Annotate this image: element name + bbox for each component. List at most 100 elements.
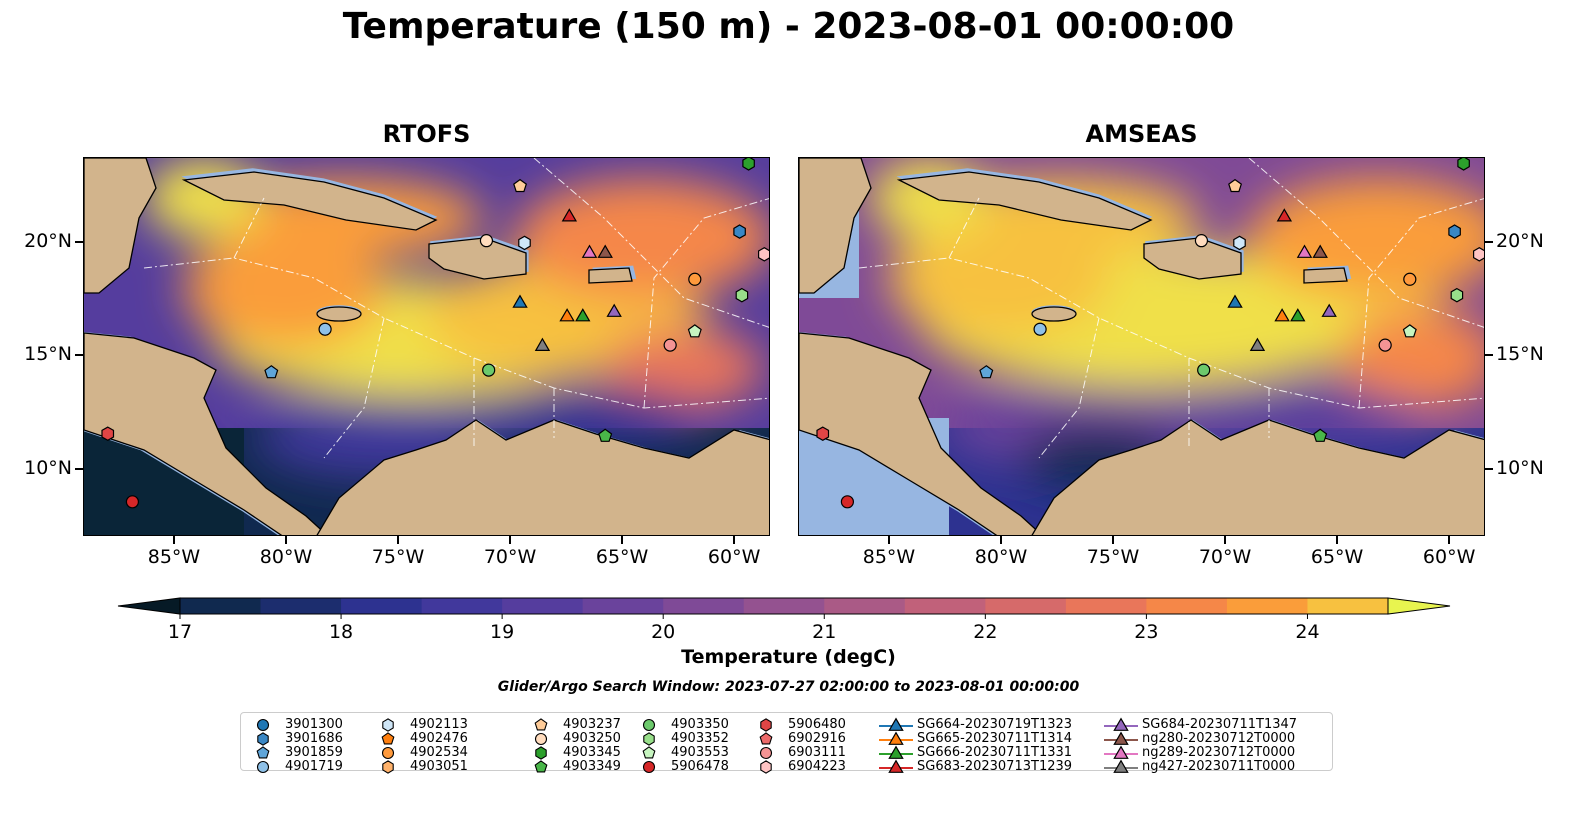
platform-marker-4903350 — [482, 363, 496, 377]
colorbar-tick-label: 19 — [490, 621, 514, 643]
platform-marker-ng280-20230712T0000 — [1312, 244, 1328, 258]
legend-label: 4902476 — [410, 731, 468, 746]
platform-marker-4901719 — [1033, 322, 1047, 336]
platform-marker-6904223 — [1472, 247, 1484, 262]
lon-tick-label: 65°W — [595, 546, 649, 568]
platform-marker-4903352 — [735, 287, 749, 303]
platform-marker-4903352 — [1450, 287, 1464, 303]
lon-tick-mark — [509, 536, 512, 544]
platform-marker-5906478 — [125, 495, 139, 509]
map-panel-amseas — [798, 157, 1485, 536]
panel-title-amseas: AMSEAS — [1085, 120, 1198, 148]
platform-marker-4902113 — [518, 235, 531, 251]
colorbar-tick-label: 18 — [329, 621, 353, 643]
legend-label: 4903352 — [671, 731, 729, 746]
colorbar-segment — [985, 598, 1067, 614]
lon-tick-mark — [1000, 536, 1002, 544]
lon-tick-label: 60°W — [707, 546, 761, 568]
lon-tick-label: 80°W — [259, 546, 313, 568]
legend-label: 4903349 — [563, 759, 621, 774]
platform-marker-4903349 — [1313, 428, 1328, 442]
platform-marker-4903250 — [1194, 234, 1209, 248]
platform-marker-4903350 — [1197, 363, 1211, 377]
lon-tick-label: 75°W — [1086, 546, 1140, 568]
legend-label: 4903553 — [671, 745, 729, 760]
colorbar-extend-over — [1387, 597, 1451, 615]
colorbar-segment — [421, 598, 503, 614]
legend-label: 3901300 — [285, 717, 343, 732]
platform-marker-4902534 — [1403, 272, 1417, 286]
lon-tick-mark — [397, 536, 400, 544]
platform-marker-SG683-20230713T1239 — [561, 208, 578, 222]
platform-marker-4903553 — [1402, 324, 1417, 338]
platform-marker-4903349 — [598, 428, 613, 442]
platform-marker-5906478 — [840, 495, 854, 509]
legend: 3901300 3901686 3901859 4901719 4902113 49024… — [240, 712, 1333, 774]
lat-tick-label: 20°N — [1496, 229, 1544, 252]
platform-marker-SG684-20230711T1347 — [1321, 303, 1337, 317]
legend-label: 4903237 — [563, 717, 621, 732]
platform-marker-ng427-20230711T0000 — [534, 337, 551, 351]
legend-label: 4903250 — [563, 731, 621, 746]
legend-label: SG666-20230711T1331 — [917, 745, 1073, 760]
platform-marker-3901859 — [979, 365, 994, 379]
platform-marker-6903111 — [1378, 338, 1392, 352]
legend-label: SG683-20230713T1239 — [917, 759, 1073, 774]
colorbar-segment — [502, 598, 584, 614]
lat-tick-mark — [75, 354, 83, 357]
lat-tick-label: 10°N — [1496, 457, 1544, 479]
colorbar-tick-label: 17 — [168, 621, 192, 643]
platform-marker-4902534 — [688, 272, 702, 286]
lon-tick-mark — [172, 536, 175, 544]
legend-label: ng427-20230711T0000 — [1142, 759, 1296, 774]
platform-marker-4903345 — [1457, 158, 1470, 171]
legend-label: 5906480 — [788, 717, 846, 732]
lat-tick-mark — [1485, 468, 1493, 470]
platform-marker-4903553 — [687, 324, 702, 338]
platform-marker-6903111 — [663, 338, 677, 352]
platform-marker-3901859 — [264, 365, 279, 379]
lon-tick-mark — [1448, 536, 1451, 544]
colorbar-segment — [824, 598, 906, 614]
lat-tick-mark — [75, 468, 83, 470]
colorbar-label: Temperature (degC) — [681, 646, 896, 668]
land — [84, 158, 769, 535]
colorbar-segment — [341, 598, 423, 614]
platform-marker-4902113 — [1233, 235, 1246, 251]
legend-label: ng289-20230712T0000 — [1142, 745, 1296, 760]
platform-marker-SG684-20230711T1347 — [606, 303, 622, 317]
eez-boundaries — [858, 158, 1484, 459]
platform-marker-4901719 — [318, 322, 332, 336]
platform-marker-5906480 — [101, 426, 115, 441]
legend-label: SG664-20230719T1323 — [917, 717, 1073, 732]
colorbar-segment — [1146, 598, 1228, 614]
lat-tick-mark — [75, 240, 83, 243]
legend-label: 6904223 — [788, 759, 846, 774]
platform-marker-4903250 — [479, 234, 494, 248]
platform-marker-4903237 — [513, 178, 528, 193]
legend-label: SG684-20230711T1347 — [1142, 717, 1298, 732]
lon-tick-mark — [621, 536, 624, 544]
platform-marker-ng427-20230711T0000 — [1249, 337, 1266, 351]
land — [799, 158, 1484, 535]
colorbar-segment — [904, 598, 986, 614]
lon-tick-mark — [1336, 536, 1339, 544]
panel-title-rtofs: RTOFS — [382, 120, 471, 148]
platform-marker-SG666-20230711T1331 — [575, 308, 591, 322]
legend-label: 4902113 — [410, 717, 468, 732]
colorbar-tick-label: 22 — [973, 621, 997, 643]
colorbar-segment — [180, 598, 262, 614]
legend-label: 4902534 — [410, 745, 468, 760]
platform-marker-ng289-20230712T0000 — [581, 244, 598, 258]
colorbar-segment — [663, 598, 745, 614]
lat-tick-label: 20°N — [24, 229, 72, 252]
lon-tick-mark — [1112, 536, 1115, 544]
colorbar-tick-label: 24 — [1295, 621, 1319, 643]
lon-tick-label: 60°W — [1422, 546, 1476, 568]
legend-label: 4903345 — [563, 745, 621, 760]
colorbar-tick-label: 20 — [651, 621, 675, 643]
lat-tick-mark — [1485, 354, 1493, 357]
legend-label: 3901686 — [285, 731, 343, 746]
search-window-text: Glider/Argo Search Window: 2023-07-27 02… — [497, 679, 1080, 695]
